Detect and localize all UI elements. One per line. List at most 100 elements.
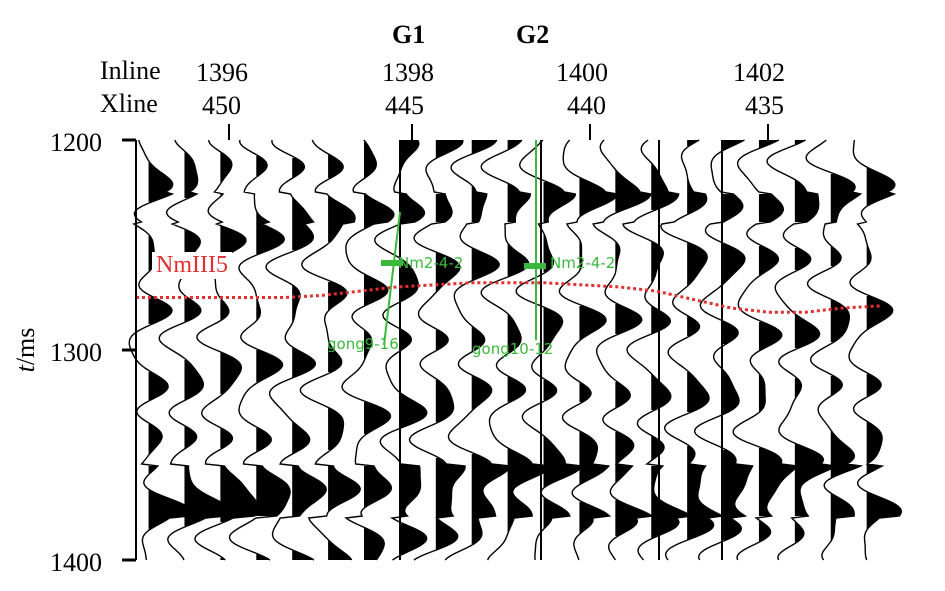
trace-fill: [471, 140, 497, 154]
xline-value-445: 445: [385, 91, 424, 120]
trace-fill: [292, 550, 314, 560]
trace-fill: [758, 520, 771, 542]
trace-fill: [723, 450, 753, 540]
well-top-marker-g1: [381, 260, 403, 266]
inline-value-1400: 1400: [556, 58, 608, 87]
trace-fill: [723, 244, 745, 284]
trace-fill: [579, 178, 617, 216]
trace-fill: [328, 540, 352, 560]
trace-fill: [579, 382, 591, 402]
trace-fill: [866, 244, 871, 266]
trace-fill: [220, 194, 224, 196]
trace-fill: [471, 186, 487, 222]
trace-fill: [543, 436, 583, 488]
trace-fill: [543, 308, 563, 350]
trace-fill: [363, 194, 394, 228]
well-bottom-label-g2: gong10-12: [472, 340, 554, 358]
trace-fill: [292, 286, 300, 322]
trace-fill: [651, 374, 671, 410]
trace-fill: [651, 242, 664, 282]
trace-fill: [220, 466, 260, 522]
trace-fill: [256, 554, 270, 560]
trace-fill: [435, 330, 449, 350]
trace-fill: [220, 152, 232, 182]
trace-fill: [256, 428, 272, 452]
trace-fill: [758, 448, 798, 516]
xline-value-450: 450: [202, 91, 241, 120]
trace-fill: [615, 242, 620, 272]
trace-fill: [220, 428, 233, 448]
inline-value-1398: 1398: [382, 58, 434, 87]
trace-fill: [687, 372, 709, 412]
trace-fill: [399, 524, 427, 554]
trace-fill: [435, 140, 463, 158]
well-path-g1: [383, 211, 401, 346]
trace-fill: [615, 500, 652, 536]
trace-fill: [830, 174, 861, 222]
trace-fill: [723, 322, 739, 344]
trace-fill: [399, 260, 419, 302]
trace-fill: [723, 370, 739, 414]
trace-fill: [866, 492, 902, 530]
xline-value-440: 440: [567, 91, 606, 120]
trace-fill: [579, 306, 607, 340]
trace-fill: [256, 466, 291, 516]
trace-fill: [435, 252, 460, 292]
trace-fill: [220, 226, 246, 258]
trace-fill: [651, 164, 679, 210]
time-axis-title: t/ms: [11, 327, 40, 373]
trace-fill: [830, 376, 843, 396]
inline-label: Inline: [100, 56, 161, 85]
trace-fill: [507, 244, 529, 276]
trace-fill: [758, 374, 766, 412]
trace-fill: [184, 360, 204, 400]
trace-fill: [579, 502, 610, 534]
trace-fill: [148, 372, 169, 400]
xline-value-435: 435: [745, 91, 784, 120]
time-tick-1300: 1300: [50, 338, 102, 367]
seismic-trace: [848, 139, 903, 561]
trace-fill: [723, 140, 745, 150]
trace-fill: [579, 432, 609, 484]
trace-fill: [471, 454, 511, 544]
seismic-traces: [128, 139, 903, 561]
trace-fill: [507, 314, 521, 352]
trace-fill: [866, 422, 883, 474]
trace-fill: [184, 152, 198, 198]
trace-fill: [866, 296, 893, 330]
trace-fill: [543, 234, 554, 272]
trace-fill: [256, 296, 261, 320]
trace-fill: [363, 528, 385, 560]
trace-fill: [687, 176, 707, 214]
trace-fill: [148, 466, 158, 474]
trace-fill: [794, 522, 804, 542]
inline-value-1402: 1402: [733, 58, 785, 87]
trace-fill: [148, 490, 192, 530]
trace-fill: [220, 300, 229, 320]
horizon-path: [136, 281, 881, 314]
trace-fill: [292, 466, 327, 516]
trace-fill: [543, 380, 557, 400]
trace-fill: [830, 430, 861, 478]
trace-fill: [507, 184, 531, 222]
trace-fill: [794, 314, 820, 348]
trace-fill: [399, 140, 419, 172]
trace-fill: [794, 180, 819, 222]
trace-fill: [363, 402, 391, 434]
well-bottom-label-g1: gong9-16: [327, 335, 399, 353]
trace-fill: [471, 248, 500, 280]
axes: [122, 124, 769, 562]
trace-fill: [363, 142, 377, 178]
trace-fill: [615, 382, 631, 408]
trace-fill: [399, 330, 412, 350]
trace-fill: [328, 196, 355, 242]
trace-fill: [435, 380, 454, 422]
trace-fill: [328, 408, 344, 450]
trace-fill: [399, 194, 425, 224]
xline-label: Xline: [100, 89, 158, 118]
trace-fill: [220, 558, 226, 560]
trace-fill: [328, 282, 347, 310]
trace-fill: [687, 140, 700, 146]
trace-fill: [507, 140, 522, 150]
